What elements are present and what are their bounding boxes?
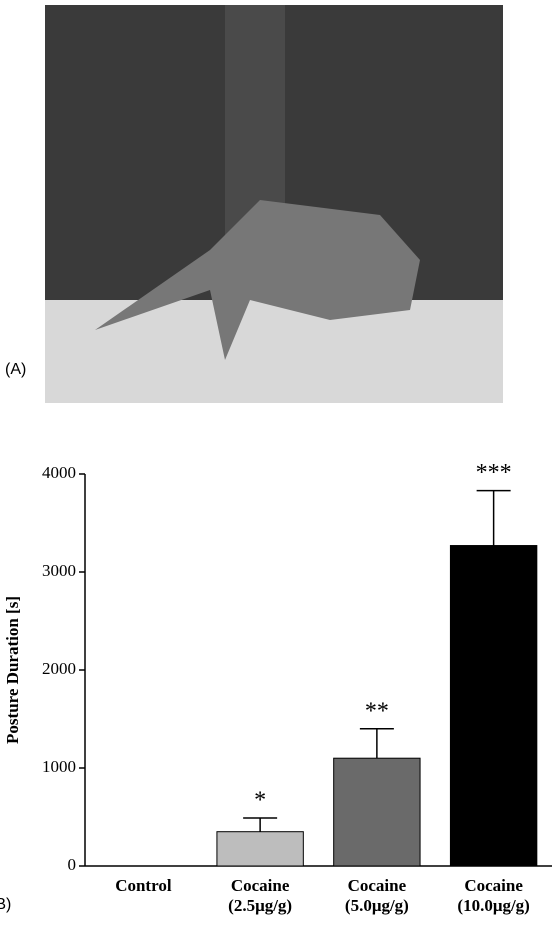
y-tick-label: 1000 xyxy=(42,757,76,776)
x-tick-label: Cocaine xyxy=(464,876,523,895)
x-tick-label: (2.5μg/g) xyxy=(228,896,292,915)
y-tick-label: 3000 xyxy=(42,561,76,580)
significance-label: * xyxy=(254,787,266,813)
panel-label: (B) xyxy=(0,896,11,913)
significance-label: ** xyxy=(365,698,389,724)
x-tick-label: (5.0μg/g) xyxy=(345,896,409,915)
y-axis-label: Posture Duration [s] xyxy=(3,596,22,744)
error-bar xyxy=(243,818,277,832)
error-bar xyxy=(360,729,394,758)
y-tick-label: 4000 xyxy=(42,463,76,482)
error-bar xyxy=(477,491,511,546)
photo xyxy=(45,5,503,403)
panel-label: (A) xyxy=(5,361,26,378)
bar xyxy=(334,758,420,866)
figure: (A) (B) Posture Duration [s] 0 1000 2000 30… xyxy=(0,0,552,925)
bar xyxy=(450,546,536,866)
y-tick-label: 0 xyxy=(68,855,77,874)
x-tick-label: Control xyxy=(115,876,172,895)
page: (A) (B) Posture Duration [s] 0 1000 2000 30… xyxy=(0,0,552,925)
y-tick-label: 2000 xyxy=(42,659,76,678)
bar xyxy=(217,832,303,866)
significance-label: *** xyxy=(476,460,512,486)
x-tick-label: (10.0μg/g) xyxy=(457,896,529,915)
x-tick-label: Cocaine xyxy=(231,876,290,895)
x-tick-label: Cocaine xyxy=(348,876,407,895)
